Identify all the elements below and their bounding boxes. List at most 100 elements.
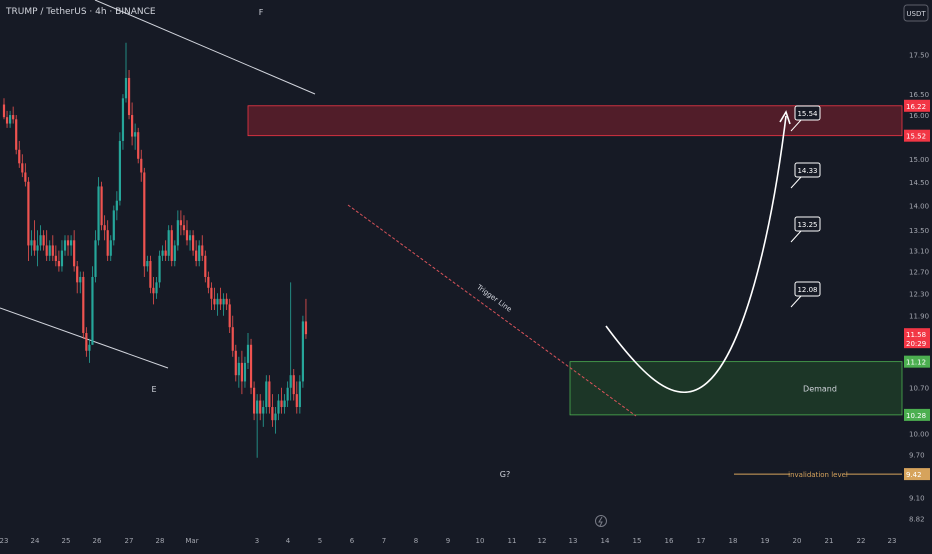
candle [15, 115, 18, 155]
candle-body [42, 235, 45, 246]
target-callout: 14.33 [790, 162, 821, 189]
target-callout: 12.08 [790, 281, 821, 308]
candle-body [182, 225, 186, 231]
candle [131, 102, 134, 146]
candle [182, 215, 186, 236]
candle [60, 240, 64, 272]
candle [146, 255, 149, 272]
candle [51, 235, 54, 262]
x-tick-label: 18 [729, 537, 738, 545]
candle-body [164, 250, 167, 256]
candle [240, 350, 243, 395]
candle-body [176, 220, 179, 246]
price-tag[interactable]: 16.22 [904, 99, 930, 112]
candle-body [198, 245, 201, 262]
x-tick-label: 3 [255, 537, 259, 545]
price-tag[interactable]: 10.28 [904, 408, 930, 421]
candle [109, 235, 112, 262]
target-box [794, 105, 821, 121]
price-tag-bg [904, 408, 930, 421]
candle-body [170, 230, 173, 262]
candle-body [85, 333, 88, 351]
candle-body [33, 240, 36, 251]
y-tick-label: 8.82 [909, 516, 925, 524]
candle [137, 127, 140, 164]
candle-body [216, 298, 219, 305]
candle [237, 356, 240, 388]
candle [179, 210, 182, 236]
candle-body [149, 261, 152, 288]
target-box [794, 281, 821, 297]
target-box [794, 162, 821, 178]
candle-body [213, 298, 216, 305]
y-tick-label: 14.00 [909, 203, 929, 211]
candle-body [173, 245, 176, 262]
candle [54, 245, 57, 267]
candle-body [100, 186, 103, 226]
y-tick-label: 10.00 [909, 431, 929, 439]
price-tag-label: 11.12 [906, 359, 926, 367]
x-tick-label: 21 [825, 537, 834, 545]
candle-body [259, 400, 262, 414]
y-tick-label: 13.10 [909, 248, 929, 256]
candle [91, 266, 94, 345]
x-tick-label: 7 [382, 537, 386, 545]
candle [195, 240, 198, 267]
candle-body [161, 250, 164, 256]
candle [24, 163, 27, 187]
candle [36, 230, 39, 267]
candle [88, 338, 91, 363]
candle-body [268, 381, 271, 408]
lower-wedge-line [0, 307, 169, 369]
candle-body [256, 400, 259, 414]
trigger-line [347, 204, 637, 417]
lightning-icon-bolt [598, 516, 603, 527]
invalidation-label-bg [790, 468, 846, 480]
candle [207, 271, 210, 294]
candle [188, 230, 192, 251]
candle [301, 315, 304, 388]
price-tag[interactable]: 11.12 [904, 355, 930, 368]
candle-body [286, 387, 289, 401]
candle [164, 240, 167, 262]
candle-body [225, 298, 228, 305]
currency-badge[interactable] [903, 4, 929, 22]
candle [73, 230, 76, 272]
candle-body [88, 344, 91, 351]
target-label: 12.08 [797, 286, 817, 294]
candle-body [146, 261, 149, 267]
price-tag-bg [904, 355, 930, 368]
candle [5, 110, 9, 128]
candle [27, 177, 30, 262]
y-tick-label: 15.00 [909, 156, 929, 164]
y-tick-label: 9.10 [909, 495, 925, 503]
candle-body [243, 362, 247, 382]
candle-body [36, 245, 39, 251]
target-box [794, 216, 821, 232]
candle-body [265, 381, 268, 408]
lightning-icon[interactable] [595, 515, 607, 527]
price-tag-label: 9.42 [906, 471, 922, 479]
price-tag-bg [904, 468, 930, 481]
y-tick-label: 16.50 [909, 91, 929, 99]
candle-body [24, 172, 27, 182]
x-tick-label: 6 [350, 537, 355, 545]
candle [155, 276, 158, 299]
x-tick-label: 15 [633, 537, 642, 545]
candle [106, 220, 109, 262]
candle [76, 261, 79, 294]
candle [70, 235, 73, 256]
candle-body [30, 240, 33, 246]
price-tag[interactable]: 9.42 [904, 468, 930, 481]
x-tick-label: 27 [125, 537, 134, 545]
candle [85, 327, 88, 357]
x-tick-label: 23 [888, 537, 897, 545]
candle [82, 271, 85, 339]
x-tick-label: 23 [0, 537, 8, 545]
candle-body [79, 276, 82, 283]
price-tag[interactable]: 15.52 [904, 129, 930, 142]
y-tick-label: 12.30 [909, 290, 929, 298]
candle [9, 110, 12, 128]
